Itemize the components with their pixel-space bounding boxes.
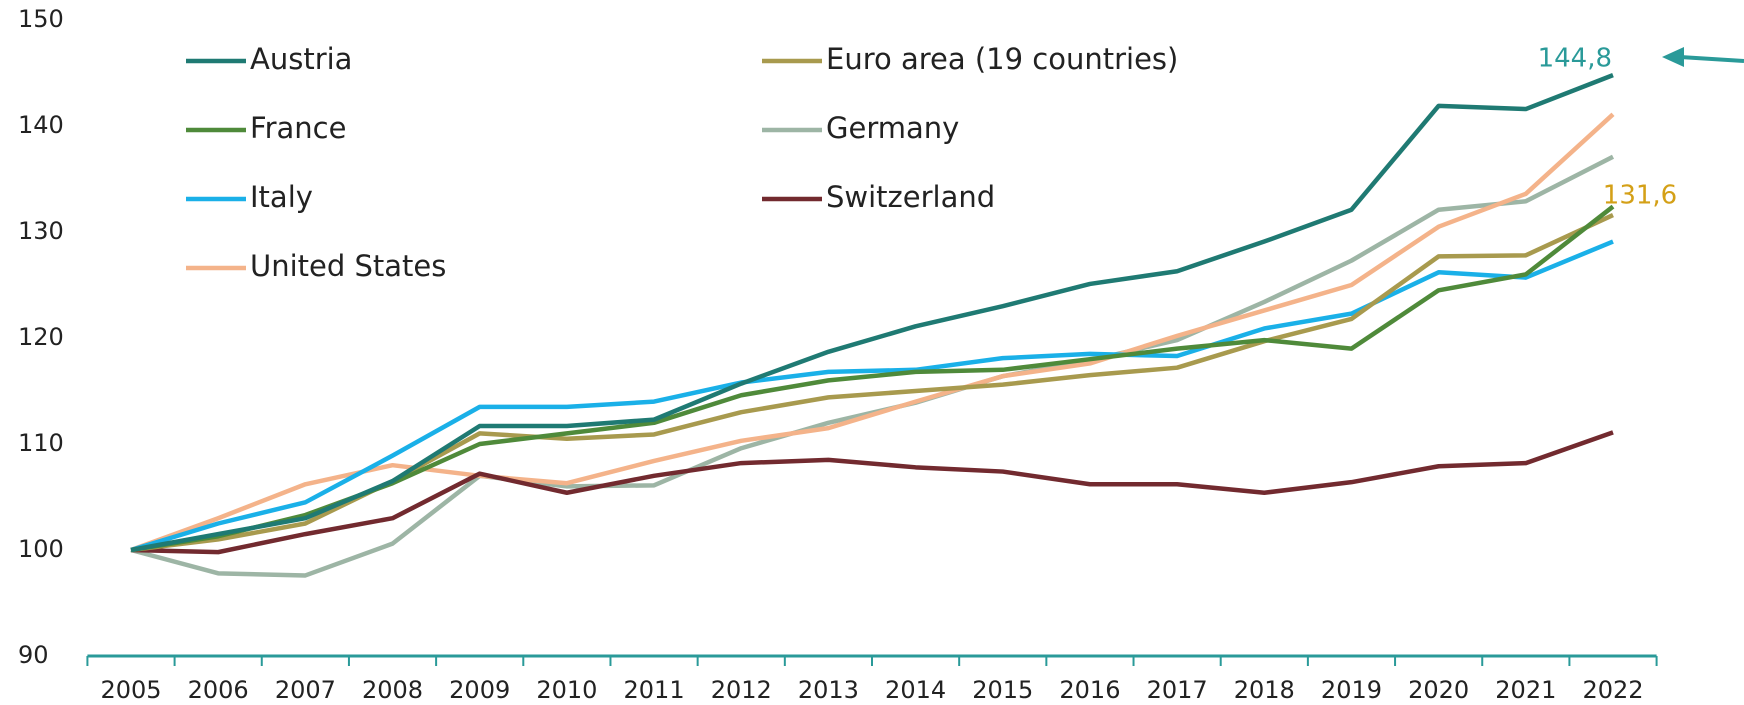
y-tick-label: 130 bbox=[18, 217, 64, 245]
legend-label: Austria bbox=[250, 42, 352, 76]
legend-label: Switzerland bbox=[826, 180, 995, 214]
x-tick-label: 2021 bbox=[1495, 676, 1556, 704]
x-tick-label: 2020 bbox=[1408, 676, 1469, 704]
x-tick-label: 2013 bbox=[798, 676, 859, 704]
x-tick-label: 2015 bbox=[972, 676, 1033, 704]
series-line bbox=[130, 154, 1615, 578]
series-line bbox=[130, 73, 1614, 553]
x-tick-label: 2006 bbox=[188, 676, 249, 704]
x-tick-label: 2011 bbox=[624, 676, 685, 704]
x-tick-label: 2019 bbox=[1321, 676, 1382, 704]
y-tick-label: 100 bbox=[18, 535, 64, 563]
legend-label: Euro area (19 countries) bbox=[826, 42, 1178, 76]
x-tick-label: 2008 bbox=[362, 676, 423, 704]
y-tick-label: 90 bbox=[18, 641, 49, 669]
x-tick-label: 2017 bbox=[1147, 676, 1208, 704]
x-tick-label: 2009 bbox=[449, 676, 510, 704]
x-tick-label: 2018 bbox=[1234, 676, 1295, 704]
series-line bbox=[130, 112, 1615, 553]
legend-label: Germany bbox=[826, 111, 959, 145]
x-tick-label: 2005 bbox=[100, 676, 161, 704]
y-tick-label: 110 bbox=[18, 429, 64, 457]
legend-label: United States bbox=[250, 249, 446, 283]
x-tick-label: 2007 bbox=[275, 676, 336, 704]
legend-label: Italy bbox=[250, 180, 313, 214]
x-tick-label: 2014 bbox=[885, 676, 946, 704]
arrow-head bbox=[1662, 47, 1684, 67]
arrow-shaft bbox=[1679, 55, 1744, 63]
annotation: 144,8 bbox=[1538, 44, 1612, 74]
x-tick-label: 2012 bbox=[711, 676, 772, 704]
x-tick-label: 2022 bbox=[1582, 676, 1643, 704]
y-tick-label: 120 bbox=[18, 323, 64, 351]
x-tick-label: 2016 bbox=[1059, 676, 1120, 704]
x-tick-label: 2010 bbox=[536, 676, 597, 704]
legend-label: France bbox=[250, 111, 346, 145]
y-tick-label: 150 bbox=[18, 5, 64, 33]
series-line bbox=[130, 430, 1614, 555]
y-tick-label: 140 bbox=[18, 111, 64, 139]
annotation: 131,6 bbox=[1603, 181, 1677, 211]
